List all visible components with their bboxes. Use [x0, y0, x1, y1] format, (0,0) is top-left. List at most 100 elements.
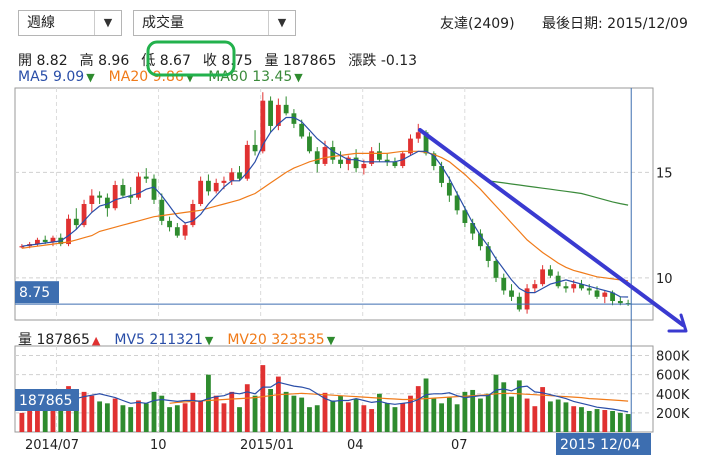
grid — [15, 88, 653, 432]
volume-info-row: 量 187865 ▲ MV5 211321 ▼ MV20 323535 ▼ — [18, 329, 349, 349]
candle-body — [237, 172, 242, 179]
volume-bar — [275, 376, 281, 432]
time-tick-label: 04 — [347, 438, 364, 453]
volume-bar — [586, 410, 592, 432]
volume-bar — [151, 391, 157, 432]
volume-bar — [400, 403, 406, 432]
candle-body — [586, 288, 592, 291]
volume-bar — [252, 395, 258, 432]
candle-body — [314, 151, 320, 164]
volume-bar — [384, 403, 390, 432]
volume-bar — [462, 391, 468, 432]
price-panel-frame — [14, 87, 654, 321]
candle-body — [540, 269, 546, 285]
candle-body — [73, 218, 79, 226]
ma60-line — [488, 180, 629, 206]
ma5-label: MA5 — [18, 69, 49, 85]
price-tick-label: 10 — [656, 272, 673, 287]
mv5-value: 211321 — [149, 332, 203, 348]
candle-body — [571, 284, 577, 289]
volume-bar — [369, 409, 375, 432]
candle-body — [206, 180, 211, 192]
candle-body — [423, 132, 429, 154]
ma20-value: 9.86 — [152, 69, 184, 85]
candle-body — [547, 269, 553, 276]
volume-label: 量 — [264, 53, 279, 69]
volume-bar — [594, 409, 600, 432]
candle-body — [555, 275, 561, 287]
period-select[interactable]: 週線 ▼ — [18, 10, 122, 36]
volume-bar — [260, 365, 266, 432]
candle-body — [112, 185, 118, 209]
chevron-down-icon[interactable]: ▼ — [94, 11, 121, 35]
candle-body — [128, 195, 134, 198]
volume-bar — [392, 407, 398, 432]
last-date-value: 2015/12/09 — [607, 16, 688, 32]
candle-body — [384, 159, 390, 162]
volume-value: 187865 — [282, 53, 337, 69]
volume-bar — [338, 395, 343, 432]
volume-bar — [610, 410, 615, 432]
volume-bar — [128, 407, 134, 432]
ma60-trend-icon: ▼ — [294, 71, 303, 84]
ma5-trend-icon: ▼ — [86, 71, 95, 84]
vol-label: 量 — [18, 332, 32, 348]
high-label: 高 — [79, 53, 94, 69]
volume-tick-label: 400K — [656, 388, 690, 403]
candle-body — [602, 292, 608, 297]
volume-bar — [415, 386, 421, 432]
volume-bar — [446, 397, 452, 432]
candle-body — [478, 233, 483, 247]
ma20-trend-icon: ▼ — [185, 71, 195, 84]
candle-body — [330, 147, 336, 160]
volume-bar — [524, 398, 530, 432]
candle-body — [159, 199, 165, 221]
candle-body — [244, 144, 250, 179]
ma60-value: 13.45 — [252, 69, 293, 85]
candle-body — [439, 166, 444, 183]
volume-bar — [625, 414, 631, 432]
volume-bar — [19, 412, 25, 432]
ma20-label: MA20 — [108, 69, 149, 85]
candle-body — [268, 100, 274, 126]
volume-bar — [81, 391, 87, 432]
volume-bar — [291, 395, 297, 432]
candle-body — [151, 178, 157, 200]
change-label: 漲跌 — [348, 53, 377, 69]
candle-body — [174, 227, 180, 236]
current-volume-label: 187865 — [19, 393, 72, 409]
volume-bar — [330, 400, 336, 432]
mv20-line — [169, 392, 629, 404]
volume-bar — [307, 407, 312, 432]
volume-bar — [555, 399, 561, 432]
indicator-select[interactable]: 成交量 ▼ — [133, 10, 296, 36]
volume-bar — [167, 407, 172, 432]
volume-bar — [159, 395, 165, 432]
close-value: 8.75 — [221, 53, 253, 69]
volume-bar — [571, 406, 577, 432]
candle-body — [182, 225, 188, 236]
candle-body — [501, 277, 507, 291]
candle-body — [190, 204, 196, 226]
volume-bar — [120, 405, 126, 432]
time-tick-label: 07 — [451, 438, 468, 453]
candle-body — [221, 180, 227, 183]
ma60-label: MA60 — [208, 69, 248, 85]
volume-bar — [540, 387, 546, 432]
chevron-down-icon[interactable]: ▼ — [268, 11, 295, 35]
volume-bar — [112, 398, 118, 432]
volume-bar — [143, 403, 149, 432]
volume-bar — [221, 403, 227, 432]
last-date: 最後日期: 2015/12/09 — [542, 13, 688, 33]
volume-bar — [423, 378, 429, 432]
volume-bar — [470, 389, 476, 432]
indicator-select-label: 成交量 — [142, 15, 184, 31]
candle-body — [454, 195, 460, 211]
volume-bar — [501, 382, 507, 432]
candlesticks — [19, 92, 631, 314]
volume-tick-label: 800K — [656, 350, 690, 365]
volume-bar — [361, 405, 367, 432]
candle-body — [415, 132, 421, 139]
